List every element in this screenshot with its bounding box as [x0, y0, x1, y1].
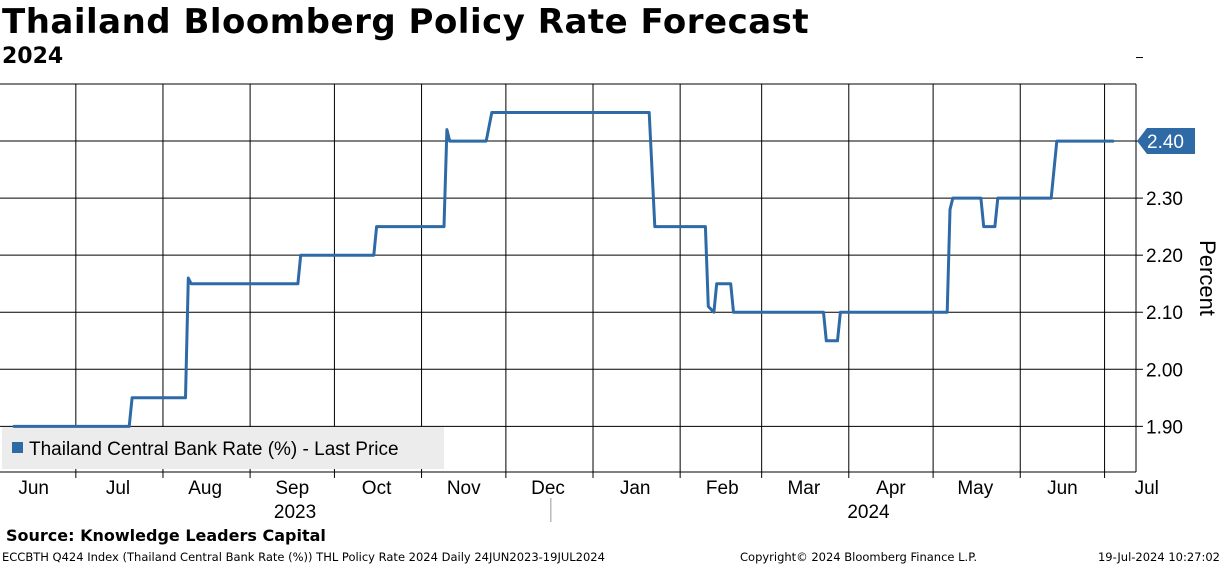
- y-axis-ticks: 1.90 2.00 2.10 2.20 2.30: [1136, 57, 1183, 438]
- last-price-badge: [1137, 128, 1195, 155]
- x-tick-label: Nov: [447, 478, 481, 499]
- footer-timestamp: 19-Jul-2024 10:27:02: [1097, 550, 1220, 564]
- x-tick-label: Jun: [1047, 478, 1078, 499]
- x-tick-label: Apr: [876, 478, 906, 499]
- x-tick-label: Feb: [706, 478, 739, 499]
- x-axis-ticks: Jun Jul Aug Sep Oct Nov Dec Jan Feb Mar Apr May Jun J…: [18, 478, 1159, 523]
- y-tick-label: 2.00: [1146, 360, 1183, 381]
- legend: Thailand Central Bank Rate (%) - Last Pr…: [2, 427, 444, 469]
- legend-label: Thailand Central Bank Rate (%) - Last Pr…: [29, 439, 399, 460]
- x-tick-label: Jul: [1135, 478, 1159, 499]
- last-price-label: 2.40: [1147, 132, 1184, 153]
- y-axis-label: Percent: [1195, 240, 1220, 316]
- footer-ticker-info: ECCBTH Q424 Index (Thailand Central Bank…: [2, 550, 605, 564]
- x-tick-label: Jul: [106, 478, 130, 499]
- source-note: Source: Knowledge Leaders Capital: [6, 526, 326, 545]
- grid: [0, 84, 1136, 478]
- x-year-label: 2024: [847, 502, 890, 523]
- chart-title: Thailand Bloomberg Policy Rate Forecast: [2, 2, 810, 42]
- x-tick-label: Sep: [275, 478, 309, 499]
- legend-background: [2, 427, 444, 469]
- y-tick-label: 1.90: [1146, 417, 1183, 438]
- x-year-label: 2023: [274, 502, 316, 523]
- y-tick-label: 2.30: [1146, 189, 1183, 210]
- last-price-marker: 2.40: [1137, 128, 1195, 155]
- chart-subtitle: 2024: [2, 44, 64, 69]
- y-tick-label: 2.10: [1146, 303, 1183, 324]
- x-tick-label: Jun: [18, 478, 49, 499]
- x-tick-label: Jan: [620, 478, 651, 499]
- x-tick-label: May: [957, 478, 993, 499]
- x-tick-label: Mar: [787, 478, 820, 499]
- legend-swatch: [12, 442, 23, 453]
- series-line-thailand-central-bank-rate: [12, 111, 1115, 428]
- axes: [0, 83, 1137, 473]
- y-tick-label: 2.20: [1146, 246, 1183, 267]
- x-tick-label: Dec: [531, 478, 565, 499]
- footer-copyright: Copyright© 2024 Bloomberg Finance L.P.: [740, 550, 977, 564]
- x-tick-label: Oct: [362, 478, 392, 499]
- x-tick-label: Aug: [188, 478, 222, 499]
